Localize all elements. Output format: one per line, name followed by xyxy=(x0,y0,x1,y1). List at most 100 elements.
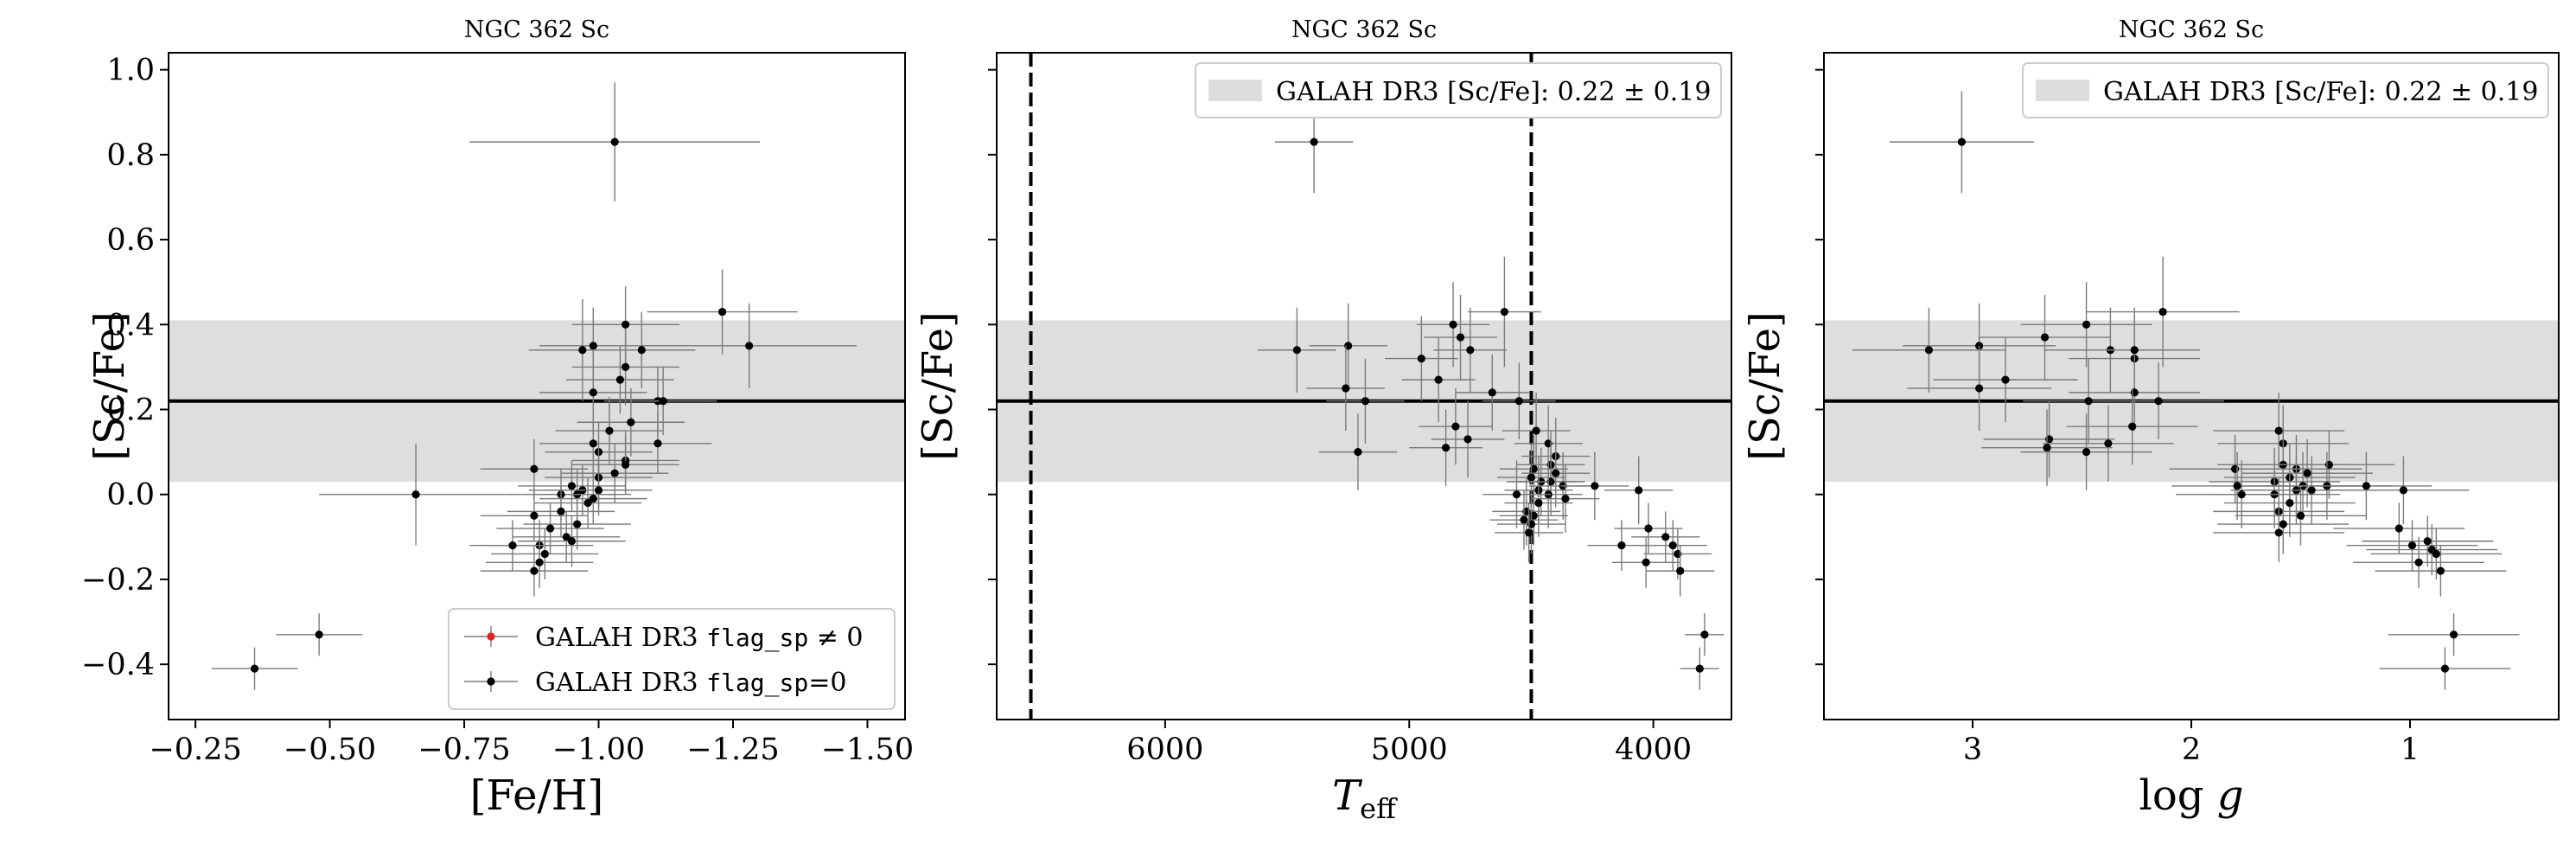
data-point xyxy=(2020,282,2152,368)
point-marker xyxy=(1525,528,1533,537)
point-marker xyxy=(2154,397,2163,406)
data-point xyxy=(1416,282,1490,368)
data-point xyxy=(1424,294,1497,381)
point-marker xyxy=(2043,444,2051,452)
point-marker xyxy=(2274,528,2283,537)
legend-entry-label: GALAH DR3 flag_sp ≠ 0 xyxy=(535,623,864,653)
data-point xyxy=(2370,528,2503,579)
data-point xyxy=(2020,413,2152,490)
point-marker xyxy=(2084,397,2093,406)
data-point xyxy=(2300,451,2433,521)
point-marker xyxy=(622,320,630,329)
data-point xyxy=(1685,613,1725,656)
point-marker xyxy=(2307,486,2316,495)
plot-area xyxy=(169,82,905,690)
y-tick-label: 0.4 xyxy=(106,308,155,342)
point-marker xyxy=(1354,448,1362,457)
point-marker xyxy=(717,307,727,317)
data-point xyxy=(276,613,362,656)
point-marker xyxy=(1466,346,1475,355)
x-axis-label: log g xyxy=(2139,771,2244,820)
legend-marker xyxy=(487,677,495,686)
data-point xyxy=(539,473,647,525)
point-marker xyxy=(530,566,539,575)
y-tick-label: −0.4 xyxy=(81,648,155,682)
point-marker xyxy=(2362,482,2370,490)
point-marker xyxy=(1488,388,1496,397)
point-marker xyxy=(745,342,754,350)
plot-area xyxy=(1824,91,2559,690)
data-point xyxy=(319,443,513,546)
panel-2: 6000 5000 4000 NGC 362 Sc [Sc/Fe] Teff GALAH D… xyxy=(914,16,1732,825)
data-point xyxy=(2235,485,2367,546)
data-point xyxy=(2223,469,2356,537)
data-point xyxy=(533,477,642,529)
x-tick-label: −0.75 xyxy=(418,733,510,767)
data-point xyxy=(609,367,717,435)
point-marker xyxy=(1975,384,1984,393)
data-point xyxy=(1318,413,1398,490)
data-point xyxy=(2213,502,2345,563)
data-point xyxy=(480,545,589,597)
point-marker xyxy=(1512,490,1521,499)
legend-band-swatch xyxy=(2036,80,2089,101)
point-marker xyxy=(1361,397,1370,406)
point-marker xyxy=(1451,422,1460,431)
x-axis-label-main: T xyxy=(1332,771,1362,820)
point-marker xyxy=(1456,333,1465,342)
data-point xyxy=(571,434,679,495)
data-point xyxy=(2333,502,2465,554)
legend-entry-label: GALAH DR3 flag_sp=0 xyxy=(535,668,846,698)
point-marker xyxy=(615,375,624,384)
point-marker xyxy=(2104,439,2113,448)
point-marker xyxy=(654,439,662,448)
data-point xyxy=(1646,545,1715,597)
data-point xyxy=(1504,469,1573,537)
data-point xyxy=(2213,392,2345,470)
panel-3: 3 2 1 NGC 362 Sc [Sc/Fe] log g GALAH DR3 [Sc/F… xyxy=(1741,16,2560,820)
data-point xyxy=(2346,520,2478,572)
data-point xyxy=(1611,536,1680,588)
y-tick-label: −0.2 xyxy=(81,563,155,598)
point-marker xyxy=(1449,320,1457,329)
panel-title: NGC 362 Sc xyxy=(2119,16,2264,43)
point-marker xyxy=(1561,495,1570,503)
point-marker xyxy=(535,558,544,566)
legend-code: flag_sp xyxy=(706,669,808,698)
point-marker xyxy=(1644,524,1653,533)
legend-entry-2: GALAH DR3 flag_sp=0 xyxy=(464,668,846,698)
point-marker xyxy=(1442,444,1451,452)
data-point xyxy=(211,647,298,690)
point-marker xyxy=(2399,486,2407,495)
data-point xyxy=(2353,536,2484,588)
data-point xyxy=(1889,91,2034,194)
point-marker xyxy=(1552,469,1560,477)
point-marker xyxy=(2296,511,2305,520)
y-tick-label: 0.2 xyxy=(106,394,155,428)
point-marker xyxy=(1500,307,1508,317)
point-marker xyxy=(1527,473,1536,482)
point-marker xyxy=(2414,558,2423,566)
point-marker xyxy=(1292,346,1301,355)
x-tick-label: 1 xyxy=(2401,733,2420,767)
data-point xyxy=(1482,460,1552,529)
x-tick-label: −1.25 xyxy=(686,733,779,767)
series-1 xyxy=(211,82,858,690)
point-marker xyxy=(567,482,577,490)
data-point xyxy=(1431,400,1505,478)
point-marker xyxy=(2286,498,2294,508)
legend-suffix: =0 xyxy=(808,668,846,698)
point-marker xyxy=(315,630,323,639)
data-point xyxy=(539,413,647,474)
point-marker xyxy=(2423,537,2432,546)
data-point xyxy=(545,464,653,516)
point-marker xyxy=(1635,486,1643,495)
point-marker xyxy=(2158,307,2167,317)
point-marker xyxy=(622,460,630,469)
point-marker xyxy=(2432,549,2440,559)
point-marker xyxy=(1661,533,1670,541)
data-point xyxy=(566,345,674,414)
point-marker xyxy=(2449,630,2458,639)
point-marker xyxy=(2407,541,2417,550)
data-point xyxy=(2388,613,2520,656)
